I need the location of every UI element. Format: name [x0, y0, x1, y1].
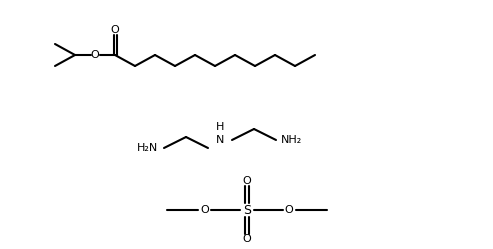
Text: S: S — [243, 203, 251, 216]
Text: O: O — [243, 234, 251, 244]
Text: O: O — [284, 205, 293, 215]
Text: NH₂: NH₂ — [282, 135, 303, 145]
Text: H: H — [216, 122, 224, 132]
Text: H₂N: H₂N — [138, 143, 159, 153]
Text: N: N — [216, 135, 224, 145]
Text: O: O — [91, 50, 100, 60]
Text: O: O — [201, 205, 210, 215]
Text: O: O — [243, 176, 251, 186]
Text: O: O — [110, 25, 119, 35]
